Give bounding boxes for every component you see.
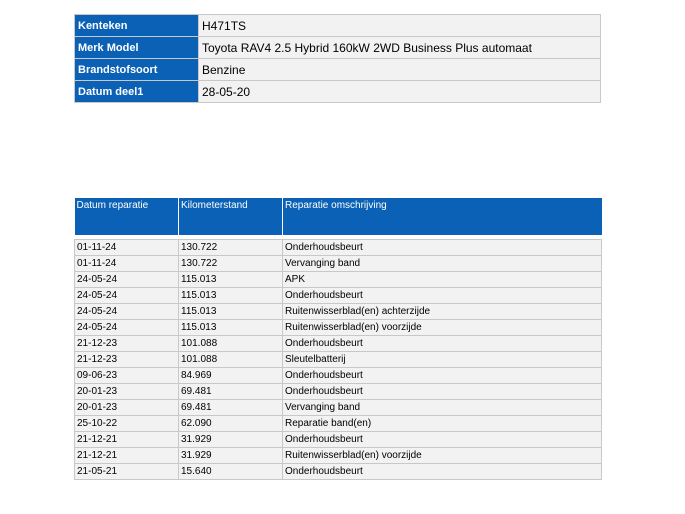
table-row: 21-05-21 15.640 Onderhoudsbeurt xyxy=(74,463,602,480)
repair-description-cell: Onderhoudsbeurt xyxy=(282,287,602,304)
table-row: 20-01-23 69.481 Onderhoudsbeurt xyxy=(74,383,602,400)
repair-date-cell: 20-01-23 xyxy=(74,383,179,400)
header-kilometerstand: Kilometerstand xyxy=(178,198,283,235)
header-datum-reparatie: Datum reparatie xyxy=(74,198,179,235)
repair-description-cell: Ruitenwisserblad(en) voorzijde xyxy=(282,447,602,464)
repair-description-cell: Vervanging band xyxy=(282,255,602,272)
header-spacer xyxy=(74,235,602,240)
table-row: 24-05-24 115.013 Ruitenwisserblad(en) acht… xyxy=(74,303,602,320)
repair-mileage-cell: 101.088 xyxy=(178,351,283,368)
repair-date-cell: 21-05-21 xyxy=(74,463,179,480)
repair-date-cell: 24-05-24 xyxy=(74,271,179,288)
repair-description-cell: Vervanging band xyxy=(282,399,602,416)
repair-description-cell: Onderhoudsbeurt xyxy=(282,367,602,384)
table-row: 21-12-21 31.929 Ruitenwisserblad(en) voorz… xyxy=(74,447,602,464)
repair-description-cell: Sleutelbatterij xyxy=(282,351,602,368)
repair-mileage-cell: 31.929 xyxy=(178,431,283,448)
repair-description-cell: Onderhoudsbeurt xyxy=(282,335,602,352)
repair-date-cell: 01-11-24 xyxy=(74,239,179,256)
vehicle-info-row: Merk Model Toyota RAV4 2.5 Hybrid 160kW 2… xyxy=(74,36,601,59)
vehicle-field-value: 28-05-20 xyxy=(198,80,601,103)
repair-description-cell: Onderhoudsbeurt xyxy=(282,463,602,480)
repair-mileage-cell: 62.090 xyxy=(178,415,283,432)
vehicle-field-label: Datum deel1 xyxy=(74,80,199,103)
vehicle-info-table: Kenteken H471TS Merk Model Toyota RAV4 2.5 … xyxy=(74,14,601,103)
vehicle-info-body: Kenteken H471TS Merk Model Toyota RAV4 2.5 … xyxy=(74,14,601,103)
table-row: 20-01-23 69.481 Vervanging band xyxy=(74,399,602,416)
table-row: 21-12-23 101.088 Onderhoudsbeurt xyxy=(74,335,602,352)
table-row: 01-11-24 130.722 Onderhoudsbeurt xyxy=(74,239,602,256)
repair-mileage-cell: 69.481 xyxy=(178,383,283,400)
vehicle-field-label: Merk Model xyxy=(74,36,199,59)
table-row: 24-05-24 115.013 APK xyxy=(74,271,602,288)
repair-date-cell: 21-12-23 xyxy=(74,351,179,368)
repair-date-cell: 24-05-24 xyxy=(74,287,179,304)
table-row: 25-10-22 62.090 Reparatie band(en) xyxy=(74,415,602,432)
repair-date-cell: 21-12-21 xyxy=(74,447,179,464)
repair-history-table: Datum reparatie Kilometerstand Reparatie… xyxy=(74,198,602,480)
repair-date-cell: 01-11-24 xyxy=(74,255,179,272)
repair-mileage-cell: 101.088 xyxy=(178,335,283,352)
repair-mileage-cell: 115.013 xyxy=(178,303,283,320)
repair-mileage-cell: 69.481 xyxy=(178,399,283,416)
repair-description-cell: Onderhoudsbeurt xyxy=(282,431,602,448)
repair-mileage-cell: 115.013 xyxy=(178,319,283,336)
repair-mileage-cell: 130.722 xyxy=(178,255,283,272)
vehicle-info-row: Brandstofsoort Benzine xyxy=(74,58,601,81)
vehicle-info-row: Datum deel1 28-05-20 xyxy=(74,80,601,103)
table-row: 21-12-21 31.929 Onderhoudsbeurt xyxy=(74,431,602,448)
table-row: 24-05-24 115.013 Ruitenwisserblad(en) voor… xyxy=(74,319,602,336)
vehicle-field-value: H471TS xyxy=(198,14,601,37)
repair-mileage-cell: 84.969 xyxy=(178,367,283,384)
repair-description-cell: Onderhoudsbeurt xyxy=(282,239,602,256)
header-reparatie-omschrijving: Reparatie omschrijving xyxy=(282,198,602,235)
repair-mileage-cell: 15.640 xyxy=(178,463,283,480)
vehicle-field-value: Benzine xyxy=(198,58,601,81)
vehicle-field-label: Kenteken xyxy=(74,14,199,37)
repair-header-row: Datum reparatie Kilometerstand Reparatie… xyxy=(74,198,602,235)
repair-date-cell: 24-05-24 xyxy=(74,319,179,336)
repair-description-cell: Onderhoudsbeurt xyxy=(282,383,602,400)
repair-mileage-cell: 130.722 xyxy=(178,239,283,256)
table-row: 21-12-23 101.088 Sleutelbatterij xyxy=(74,351,602,368)
table-row: 01-11-24 130.722 Vervanging band xyxy=(74,255,602,272)
vehicle-field-label: Brandstofsoort xyxy=(74,58,199,81)
repair-mileage-cell: 115.013 xyxy=(178,271,283,288)
repair-date-cell: 09-06-23 xyxy=(74,367,179,384)
vehicle-field-value: Toyota RAV4 2.5 Hybrid 160kW 2WD Busines… xyxy=(198,36,601,59)
table-row: 24-05-24 115.013 Onderhoudsbeurt xyxy=(74,287,602,304)
repair-description-cell: APK xyxy=(282,271,602,288)
repair-date-cell: 20-01-23 xyxy=(74,399,179,416)
repair-history-body: 01-11-24 130.722 Onderhoudsbeurt 01-11-24 13… xyxy=(74,235,602,480)
repair-description-cell: Ruitenwisserblad(en) achterzijde xyxy=(282,303,602,320)
repair-date-cell: 21-12-23 xyxy=(74,335,179,352)
repair-mileage-cell: 31.929 xyxy=(178,447,283,464)
vehicle-info-row: Kenteken H471TS xyxy=(74,14,601,37)
repair-date-cell: 25-10-22 xyxy=(74,415,179,432)
repair-mileage-cell: 115.013 xyxy=(178,287,283,304)
repair-description-cell: Reparatie band(en) xyxy=(282,415,602,432)
repair-date-cell: 21-12-21 xyxy=(74,431,179,448)
repair-date-cell: 24-05-24 xyxy=(74,303,179,320)
repair-description-cell: Ruitenwisserblad(en) voorzijde xyxy=(282,319,602,336)
table-row: 09-06-23 84.969 Onderhoudsbeurt xyxy=(74,367,602,384)
